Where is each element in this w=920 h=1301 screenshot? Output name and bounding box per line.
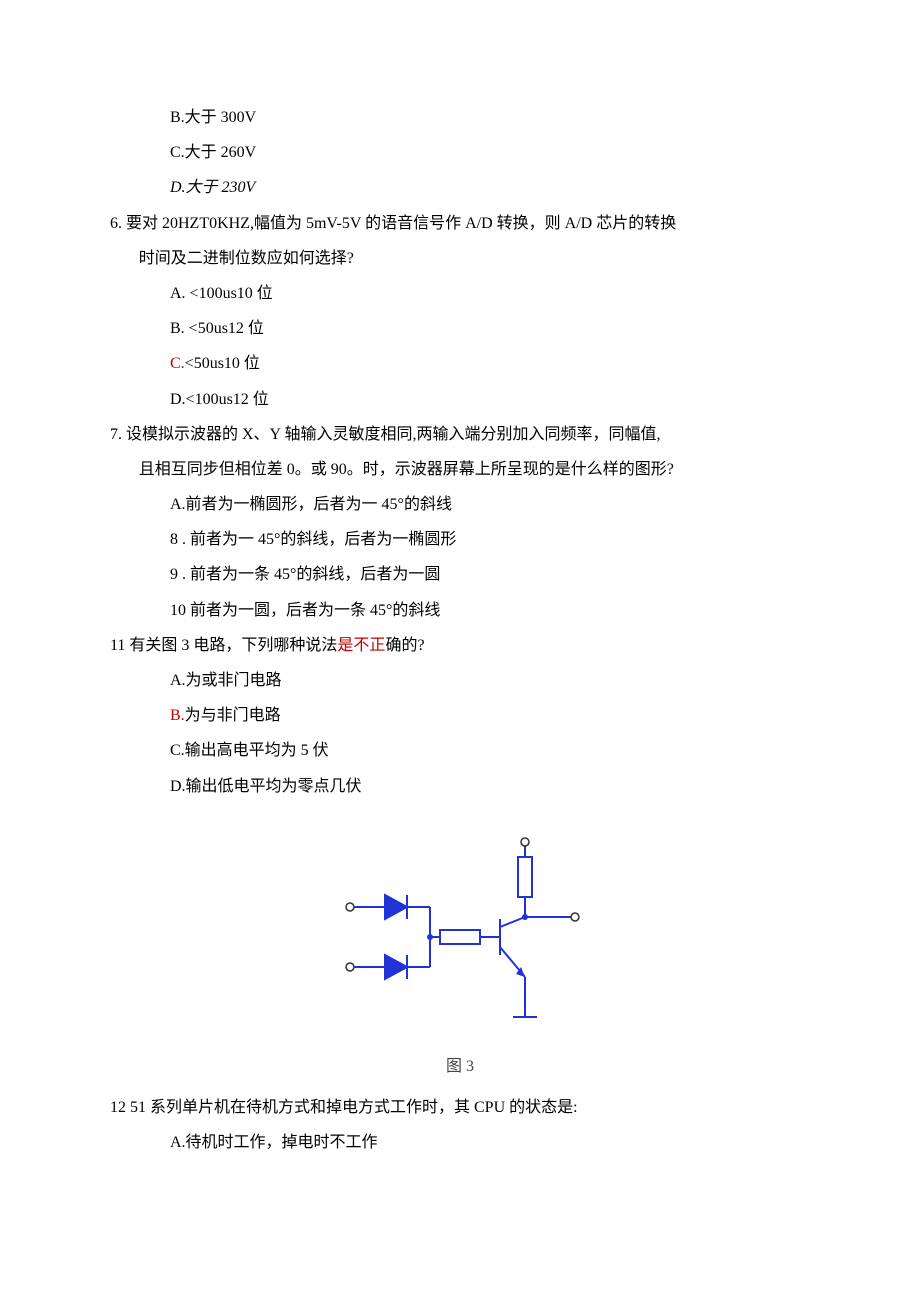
q6-stem-line2: 时间及二进制位数应如何选择? — [110, 241, 810, 276]
q11-stem-red: 是不正 — [337, 637, 385, 654]
q5-option-d: D.大于 230V — [110, 170, 810, 205]
q6-option-b: B. <50us12 位 — [110, 311, 810, 346]
q6-option-a: A. <100us10 位 — [110, 276, 810, 311]
q6-number: 6 — [110, 215, 118, 232]
q7-option-a: A.前者为一椭圆形，后者为一 45°的斜线 — [110, 487, 810, 522]
q11-option-d: D.输出低电平均为零点几伏 — [110, 769, 810, 804]
q7-option-b: 8 . 前者为一 45°的斜线，后者为一椭圆形 — [110, 522, 810, 557]
figure-3: 图 3 — [110, 822, 810, 1084]
q6-stem-line1: . 要对 20HZT0KHZ,幅值为 5mV-5V 的语音信号作 A/D 转换，… — [118, 215, 676, 232]
q11-stem-pre: 有关图 3 电路，下列哪种说法 — [125, 637, 337, 654]
q11-option-b: B.为与非门电路 — [110, 698, 810, 733]
q6-stem: 6. 要对 20HZT0KHZ,幅值为 5mV-5V 的语音信号作 A/D 转换… — [139, 206, 810, 241]
q6-option-c-text: <50us10 位 — [185, 355, 260, 372]
q11-option-b-prefix: B. — [170, 707, 185, 724]
q11-stem: 11 有关图 3 电路，下列哪种说法是不正确的? — [139, 628, 810, 663]
q7-option-c: 9 . 前者为一条 45°的斜线，后者为一圆 — [110, 557, 810, 592]
q12-number: 12 — [110, 1099, 126, 1116]
q6-option-c: C.<50us10 位 — [110, 346, 810, 381]
q11-option-c: C.输出高电平均为 5 伏 — [110, 733, 810, 768]
q12-stem-text: 51 系列单片机在待机方式和掉电方式工作时，其 CPU 的状态是: — [126, 1099, 578, 1116]
q7-stem: 7. 设模拟示波器的 X、Y 轴输入灵敏度相同,两输入端分别加入同频率，同幅值, — [139, 417, 810, 452]
page: B.大于 300V C.大于 260V D.大于 230V 6. 要对 20HZ… — [0, 0, 920, 1221]
q12-option-a: A.待机时工作，掉电时不工作 — [110, 1125, 810, 1160]
q7-stem-line2: 且相互同步但相位差 0。或 90。时，示波器屏幕上所呈现的是什么样的图形? — [110, 452, 810, 487]
q7-stem-line1: . 设模拟示波器的 X、Y 轴输入灵敏度相同,两输入端分别加入同频率，同幅值, — [118, 426, 661, 443]
q5-option-b: B.大于 300V — [110, 100, 810, 135]
q11-option-a: A.为或非门电路 — [110, 663, 810, 698]
q7-number: 7 — [110, 426, 118, 443]
figure-3-caption: 图 3 — [110, 1049, 810, 1084]
q5-option-c: C.大于 260V — [110, 135, 810, 170]
q11-number: 11 — [110, 637, 125, 654]
q11-stem-post: 确的? — [385, 637, 424, 654]
q6-option-d: D.<100us12 位 — [110, 382, 810, 417]
q6-option-c-prefix: C. — [170, 355, 185, 372]
q12-stem: 12 51 系列单片机在待机方式和掉电方式工作时，其 CPU 的状态是: — [139, 1090, 810, 1125]
q7-option-d: 10 前者为一圆，后者为一条 45°的斜线 — [110, 593, 810, 628]
circuit-diagram-icon — [330, 822, 590, 1032]
q11-option-b-text: 为与非门电路 — [185, 707, 281, 724]
